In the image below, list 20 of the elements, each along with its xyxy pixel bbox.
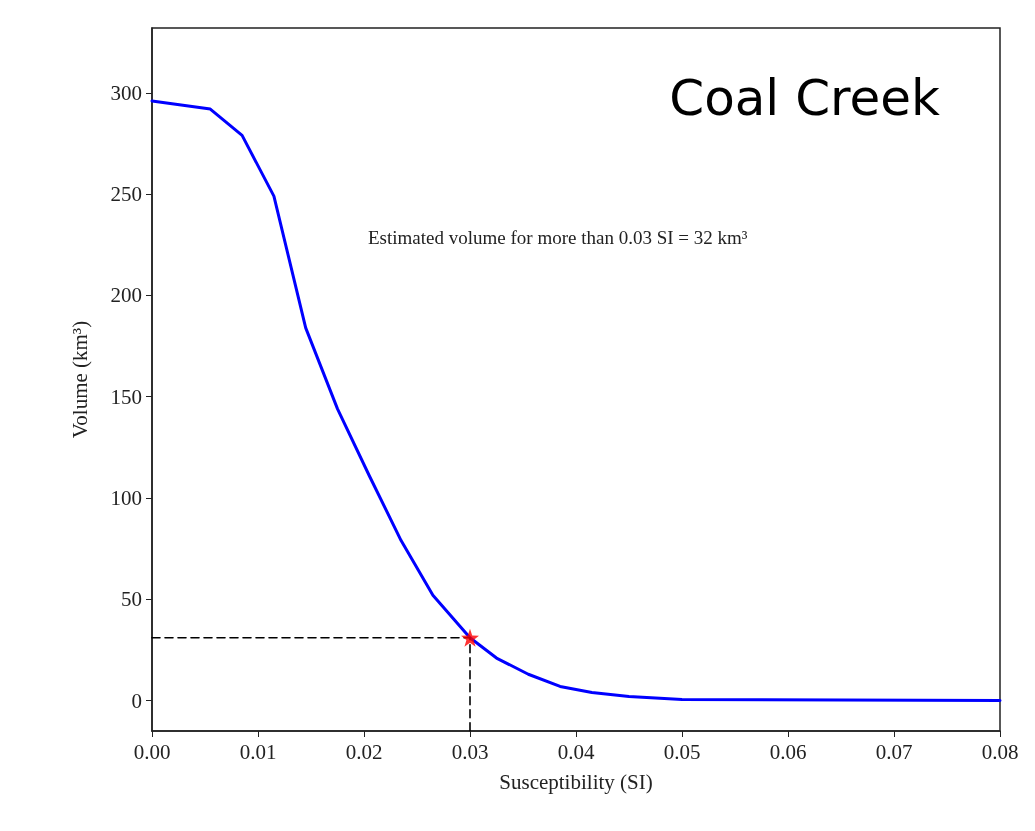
x-tick-label: 0.01	[239, 739, 277, 764]
x-tick-label: 0.07	[875, 739, 913, 764]
x-tick-label: 0.02	[345, 739, 383, 764]
annotation: Estimated volume for more than 0.03 SI = 32 km³	[368, 227, 748, 248]
x-axis-title: Susceptibility (SI)	[499, 769, 653, 794]
y-tick-label: 250	[110, 182, 142, 207]
y-tick-label: 50	[121, 587, 142, 612]
y-tick-label: 300	[110, 80, 142, 105]
y-tick-label: 100	[110, 486, 142, 511]
x-tick-label: 0.05	[663, 739, 701, 764]
y-axis-title: Volume (km³)	[67, 320, 92, 439]
x-tick-label: 0.08	[981, 739, 1019, 764]
y-tick-label: 200	[110, 283, 142, 308]
x-tick-label: 0.00	[133, 739, 171, 764]
x-tick-label: 0.03	[451, 739, 489, 764]
y-tick-label: 150	[110, 384, 142, 409]
y-tick-label: 0	[131, 688, 142, 713]
x-tick-label: 0.04	[557, 739, 595, 764]
text: Coal Creek	[669, 69, 941, 127]
x-tick-label: 0.06	[769, 739, 807, 764]
